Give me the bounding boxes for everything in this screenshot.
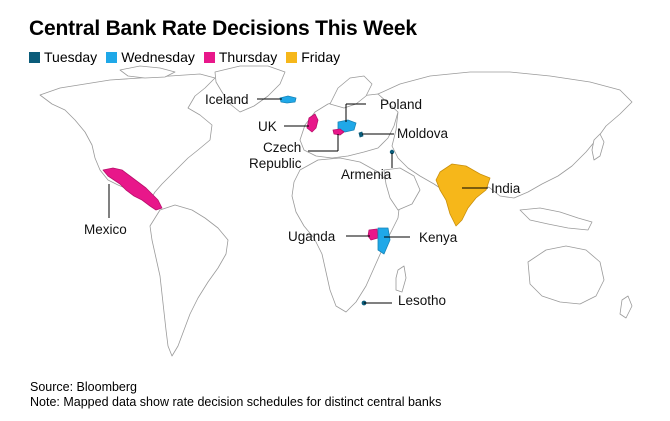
legend-swatch-friday [286, 51, 298, 63]
uganda-country [367, 228, 379, 241]
poland-label: Poland [380, 97, 422, 112]
kenya-label: Kenya [419, 230, 458, 245]
source-note: Source: Bloomberg [30, 380, 138, 394]
mexico-country [102, 167, 163, 211]
legend-item-thursday: Thursday [203, 49, 278, 65]
armenia-label: Armenia [341, 167, 392, 182]
legend-swatch-tuesday [29, 51, 40, 63]
scandinavia-landmass [329, 75, 373, 109]
new-zealand-landmass [619, 295, 633, 319]
footer: Source: Bloomberg Note: Mapped data show… [30, 380, 441, 409]
czech-republic-country [332, 128, 345, 136]
southeast-asia-islands [519, 207, 593, 231]
uganda-label: Uganda [288, 229, 336, 244]
south-america-landmass [149, 204, 229, 357]
india-country [435, 163, 491, 227]
legend-swatch-wednesday [106, 51, 118, 63]
mexico-label: Mexico [84, 222, 127, 237]
legend-label-wednesday: Wednesday [121, 49, 195, 65]
africa-landmass [291, 157, 401, 313]
legend-label-thursday: Thursday [218, 49, 278, 65]
data-note: Note: Mapped data show rate decision sch… [30, 394, 442, 409]
greenland-landmass [214, 65, 286, 113]
australia-landmass [527, 245, 605, 305]
czech-label-line2: Republic [249, 156, 302, 171]
uk-label: UK [258, 119, 277, 134]
world-map: Iceland UK Poland Moldova Czech Republic… [39, 65, 633, 357]
czech-label-line1: Czech [263, 140, 301, 155]
iceland-country [279, 95, 297, 104]
arctic-islands [119, 65, 176, 79]
india-label: India [491, 181, 521, 196]
chart-title: Central Bank Rate Decisions This Week [29, 17, 417, 40]
legend-item-wednesday: Wednesday [106, 49, 195, 65]
legend-item-friday: Friday [286, 49, 340, 65]
lesotho-label: Lesotho [398, 293, 446, 308]
legend-swatch-thursday [203, 51, 215, 63]
moldova-country [358, 131, 364, 138]
asia-landmass [377, 71, 633, 199]
uk-country [306, 113, 319, 133]
north-america-landmass [39, 73, 216, 201]
legend: Tuesday Wednesday Thursday Friday [29, 49, 340, 65]
legend-label-tuesday: Tuesday [44, 49, 98, 65]
moldova-label: Moldova [397, 126, 449, 141]
legend-label-friday: Friday [301, 49, 341, 65]
japan-landmass [591, 133, 605, 161]
kenya-country [377, 227, 391, 255]
arabian-peninsula [383, 167, 421, 211]
iceland-label: Iceland [205, 92, 249, 107]
legend-item-tuesday: Tuesday [29, 49, 97, 65]
madagascar-landmass [395, 265, 407, 293]
